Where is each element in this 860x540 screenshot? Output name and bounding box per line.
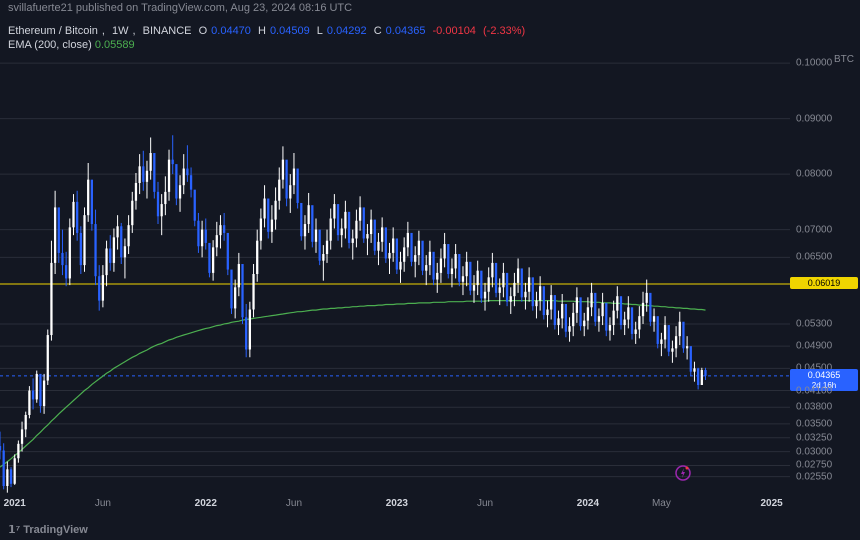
chart-pane[interactable]	[0, 52, 790, 496]
y-tick-label: 0.06500	[796, 252, 832, 263]
x-tick-label: Jun	[95, 498, 111, 509]
o-label: O	[199, 25, 208, 37]
y-tick-label: 0.03800	[796, 402, 832, 413]
c-val: 0.04365	[386, 25, 426, 37]
publish-date: Aug 23, 2024 08:16 UTC	[230, 2, 352, 14]
time-axis[interactable]: 2021 Jun 2022 Jun 2023 Jun 2024 May 2025	[0, 496, 790, 516]
x-tick-label: 2021	[4, 498, 26, 509]
change-pct: (-2.33%)	[483, 25, 525, 37]
x-tick-label: 2023	[386, 498, 408, 509]
exchange: BINANCE	[143, 25, 192, 37]
y-tick-label: 0.09000	[796, 113, 832, 124]
y-tick-label: 0.07000	[796, 224, 832, 235]
y-tick-label: 0.08000	[796, 169, 832, 180]
h-label: H	[258, 25, 266, 37]
y-tick-label: 0.04100	[796, 385, 832, 396]
price-tag: 0.06019	[790, 277, 858, 289]
change: -0.00104	[433, 25, 476, 37]
tv-icon: 𝟭⁷	[8, 524, 20, 536]
y-tick-label: 0.03500	[796, 418, 832, 429]
y-tick-label: 0.03000	[796, 446, 832, 457]
ema-label[interactable]: EMA (200, close)	[8, 39, 92, 51]
candlestick-chart[interactable]	[0, 52, 790, 496]
l-label: L	[317, 25, 323, 37]
h-val: 0.04509	[270, 25, 310, 37]
y-tick-label: 0.02550	[796, 471, 832, 482]
publisher: svillafuerte21	[8, 2, 73, 14]
y-tick-label: 0.04900	[796, 341, 832, 352]
x-tick-label: Jun	[286, 498, 302, 509]
publish-bar: svillafuerte21 published on TradingView.…	[0, 0, 860, 20]
x-tick-label: May	[652, 498, 671, 509]
ema-value: 0.05589	[95, 39, 135, 51]
interval[interactable]: 1W	[112, 25, 129, 37]
l-val: 0.04292	[327, 25, 367, 37]
symbol-name[interactable]: Ethereum / Bitcoin	[8, 25, 98, 37]
x-tick-label: 2025	[761, 498, 783, 509]
chart-header: Ethereum / Bitcoin, 1W, BINANCE O0.04470…	[8, 24, 529, 52]
x-tick-label: Jun	[477, 498, 493, 509]
snapshot-icon[interactable]	[675, 465, 691, 481]
quote-currency: BTC	[834, 54, 854, 65]
o-val: 0.04470	[211, 25, 251, 37]
y-tick-label: 0.02750	[796, 460, 832, 471]
brand-text: TradingView	[23, 524, 88, 536]
x-tick-label: 2024	[577, 498, 599, 509]
price-axis[interactable]: BTC 0.10000 0.09000 0.08000 0.07000 0.06500 0…	[790, 52, 860, 496]
x-tick-label: 2022	[195, 498, 217, 509]
c-label: C	[374, 25, 382, 37]
published-on: published on TradingView.com,	[76, 2, 228, 14]
brand-logo[interactable]: 𝟭⁷ TradingView	[8, 523, 88, 536]
y-tick-label: 0.03250	[796, 432, 832, 443]
y-tick-label: 0.05300	[796, 318, 832, 329]
y-tick-label: 0.10000	[796, 58, 832, 69]
